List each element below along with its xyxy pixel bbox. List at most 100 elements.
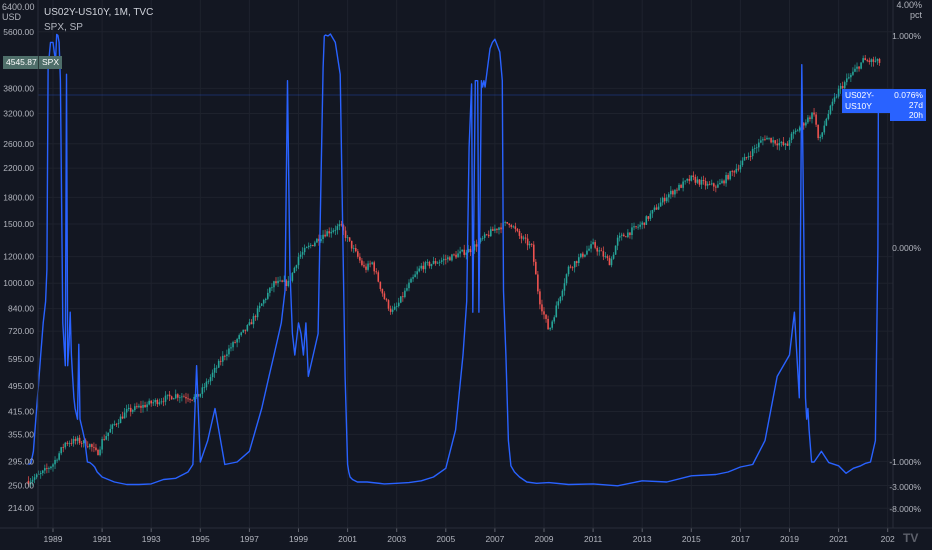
spx-candle-body xyxy=(805,122,807,126)
grid xyxy=(38,0,893,528)
spx-candle-body xyxy=(490,229,492,237)
spx-candle-body xyxy=(395,306,398,307)
spx-candle-body xyxy=(109,428,112,433)
spx-candle-body xyxy=(762,139,764,141)
spx-candle-body xyxy=(228,348,230,355)
spx-candle-body xyxy=(297,256,300,266)
spx-candle-body xyxy=(172,398,175,400)
right-tick-label: 0.000% xyxy=(892,243,921,253)
spx-candle-body xyxy=(95,447,97,450)
spx-candle-body xyxy=(179,397,181,399)
spx-candle-body xyxy=(845,78,848,83)
spx-candles xyxy=(27,54,881,488)
left-tick-label: 214.00 xyxy=(8,503,34,513)
right-scale-unit: pct xyxy=(909,10,922,20)
spx-candle-body xyxy=(653,207,656,211)
spx-candle-body xyxy=(774,140,776,144)
left-tick-label: 2200.00 xyxy=(3,163,34,173)
spx-candle-body xyxy=(226,354,228,357)
spx-candle-body xyxy=(365,266,367,270)
spx-candle-body xyxy=(291,272,294,281)
spx-candle-body xyxy=(790,133,793,141)
spx-candle-body xyxy=(657,206,660,210)
spx-candle-body xyxy=(207,381,210,383)
spx-candle-body xyxy=(520,235,523,239)
spx-candle-body xyxy=(670,190,672,195)
spx-candle-body xyxy=(381,288,384,294)
spx-candle-body xyxy=(573,261,576,268)
spx-candle-body xyxy=(68,443,71,444)
spx-candle-body xyxy=(651,210,654,214)
spx-candle-body xyxy=(508,223,511,226)
spx-candle-body xyxy=(375,271,378,273)
spx-candle-body xyxy=(189,399,191,401)
spx-candle-body xyxy=(862,58,864,63)
spx-candle-body xyxy=(854,68,856,72)
spx-candle-body xyxy=(209,377,212,382)
spx-candle-body xyxy=(532,244,535,262)
spx-candle-body xyxy=(224,355,226,357)
spx-candle-body xyxy=(727,175,729,180)
spx-candle-body xyxy=(461,249,463,252)
spx-candle-body xyxy=(680,184,682,188)
spx-candle-body xyxy=(217,360,220,368)
spx-candle-body xyxy=(690,175,693,181)
spx-candle-body xyxy=(318,238,320,242)
symbol-title-spx[interactable]: SPX, SP xyxy=(44,22,83,33)
spx-candle-body xyxy=(387,300,390,309)
spx-candle-body xyxy=(868,60,871,62)
spx-candle-body xyxy=(418,268,421,272)
spx-candle-body xyxy=(682,181,684,188)
spx-candle-body xyxy=(839,85,842,89)
spx-candle-body xyxy=(150,400,152,404)
spx-candle-body xyxy=(160,401,163,403)
spx-candle-body xyxy=(784,143,787,145)
time-tick-label: 1995 xyxy=(191,534,210,544)
spx-candle-body xyxy=(645,216,648,225)
time-axis: 1989 1991 1993 1995 1997 1999 2001 2003 2005 2007… xyxy=(0,527,932,544)
spx-candle-body xyxy=(512,226,515,228)
spx-candle-body xyxy=(567,266,570,275)
spx-candle-body xyxy=(778,142,781,146)
spx-candle-body xyxy=(620,234,623,236)
spx-candle-body xyxy=(541,304,543,312)
spx-candle-body xyxy=(661,197,664,203)
spx-candle-body xyxy=(420,265,423,269)
spx-candle-body xyxy=(105,436,107,440)
spx-candle-body xyxy=(273,281,275,288)
spx-candle-body xyxy=(516,228,519,231)
spx-candle-body xyxy=(152,402,155,404)
spx-candle-body xyxy=(782,141,785,145)
spx-candle-body xyxy=(813,112,815,115)
left-tick-label: 1200.00 xyxy=(3,252,34,262)
spx-candle-body xyxy=(876,58,879,61)
spx-candle-body xyxy=(428,261,431,267)
spx-candle-body xyxy=(504,221,506,223)
spx-candle-body xyxy=(819,136,821,139)
right-scale-top: 4.00% xyxy=(896,0,922,10)
spx-candle-body xyxy=(166,394,169,396)
spx-candle-body xyxy=(708,183,711,185)
spx-candle-body xyxy=(332,230,335,232)
spx-candle-body xyxy=(577,257,580,264)
spx-candle-body xyxy=(496,228,498,230)
spx-candle-body xyxy=(410,278,412,283)
spx-candle-body xyxy=(610,258,613,266)
spx-candle-body xyxy=(406,288,408,291)
spx-candle-body xyxy=(545,314,547,319)
spx-candle-body xyxy=(737,168,740,170)
spx-candle-body xyxy=(348,237,351,241)
spx-candle-body xyxy=(706,183,709,186)
spx-candle-body xyxy=(29,481,32,485)
spx-candle-body xyxy=(526,238,529,246)
spx-candle-body xyxy=(377,272,380,282)
symbol-title-spread[interactable]: US02Y-US10Y, 1M, TVC xyxy=(44,7,154,18)
spx-candle-body xyxy=(44,468,46,471)
spx-candle-body xyxy=(129,407,132,412)
spx-candle-body xyxy=(279,280,281,282)
spx-candle-body xyxy=(780,141,783,143)
spx-candle-body xyxy=(195,394,198,397)
spx-candle-body xyxy=(719,183,721,185)
spx-candle-body xyxy=(158,402,161,405)
spx-candle-body xyxy=(455,254,457,258)
